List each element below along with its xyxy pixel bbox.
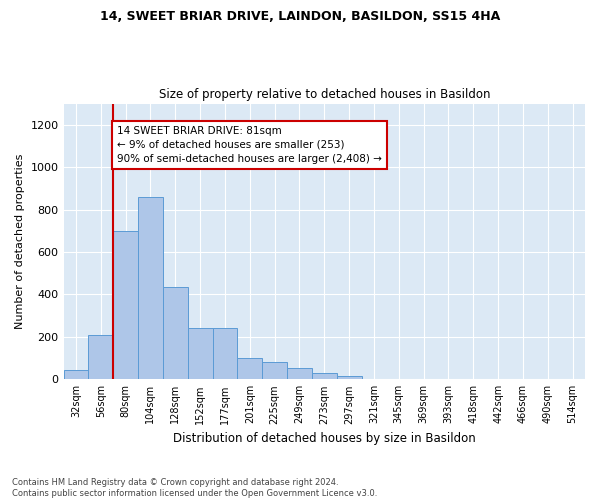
Text: 14 SWEET BRIAR DRIVE: 81sqm
← 9% of detached houses are smaller (253)
90% of sem: 14 SWEET BRIAR DRIVE: 81sqm ← 9% of deta… xyxy=(117,126,382,164)
Bar xyxy=(64,370,88,380)
Text: Contains HM Land Registry data © Crown copyright and database right 2024.
Contai: Contains HM Land Registry data © Crown c… xyxy=(12,478,377,498)
Bar xyxy=(88,335,113,380)
Bar xyxy=(113,231,138,380)
Bar xyxy=(287,368,312,380)
Title: Size of property relative to detached houses in Basildon: Size of property relative to detached ho… xyxy=(158,88,490,101)
Bar xyxy=(188,328,212,380)
Bar xyxy=(262,362,287,380)
Bar xyxy=(138,197,163,380)
Bar xyxy=(312,373,337,380)
Bar xyxy=(238,358,262,380)
Y-axis label: Number of detached properties: Number of detached properties xyxy=(15,154,25,329)
X-axis label: Distribution of detached houses by size in Basildon: Distribution of detached houses by size … xyxy=(173,432,476,445)
Text: 14, SWEET BRIAR DRIVE, LAINDON, BASILDON, SS15 4HA: 14, SWEET BRIAR DRIVE, LAINDON, BASILDON… xyxy=(100,10,500,23)
Bar xyxy=(337,376,362,380)
Bar xyxy=(163,287,188,380)
Bar xyxy=(212,328,238,380)
